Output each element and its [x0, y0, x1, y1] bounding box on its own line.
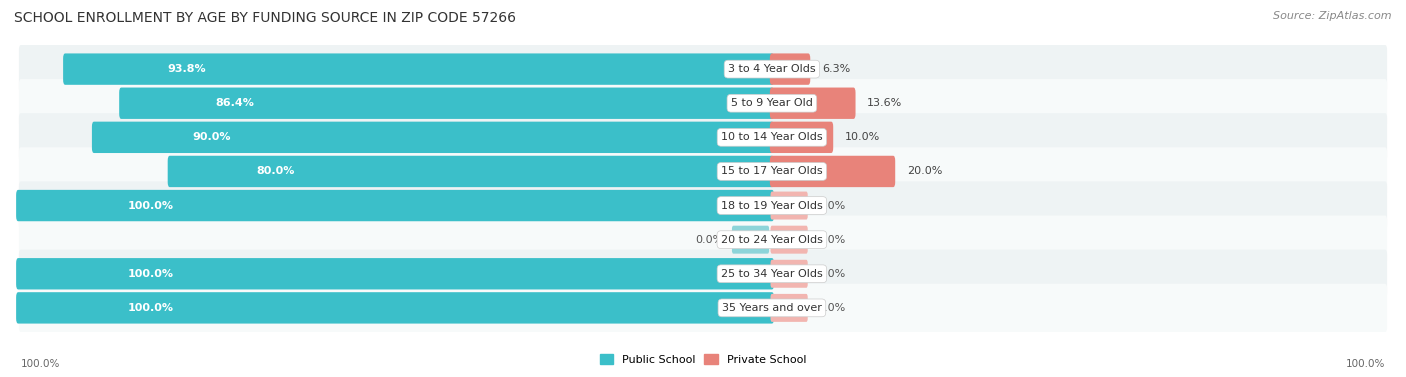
Text: 6.3%: 6.3%	[823, 64, 851, 74]
Text: 35 Years and over: 35 Years and over	[721, 303, 823, 313]
Text: 20.0%: 20.0%	[907, 166, 942, 176]
Text: 0.0%: 0.0%	[817, 303, 845, 313]
Text: 13.6%: 13.6%	[868, 98, 903, 108]
Text: 0.0%: 0.0%	[817, 234, 845, 245]
Legend: Public School, Private School: Public School, Private School	[595, 350, 811, 369]
Text: 90.0%: 90.0%	[193, 132, 231, 143]
Text: 0.0%: 0.0%	[696, 234, 724, 245]
Text: 100.0%: 100.0%	[128, 269, 174, 279]
FancyBboxPatch shape	[770, 156, 896, 187]
Text: 86.4%: 86.4%	[215, 98, 254, 108]
Text: 100.0%: 100.0%	[128, 303, 174, 313]
FancyBboxPatch shape	[91, 122, 773, 153]
FancyBboxPatch shape	[733, 226, 769, 254]
Text: 3 to 4 Year Olds: 3 to 4 Year Olds	[728, 64, 815, 74]
Text: 25 to 34 Year Olds: 25 to 34 Year Olds	[721, 269, 823, 279]
FancyBboxPatch shape	[120, 87, 773, 119]
Text: 100.0%: 100.0%	[21, 359, 60, 369]
FancyBboxPatch shape	[18, 250, 1388, 298]
FancyBboxPatch shape	[15, 190, 773, 221]
Text: 0.0%: 0.0%	[817, 201, 845, 211]
FancyBboxPatch shape	[770, 54, 810, 85]
Text: 18 to 19 Year Olds: 18 to 19 Year Olds	[721, 201, 823, 211]
Text: SCHOOL ENROLLMENT BY AGE BY FUNDING SOURCE IN ZIP CODE 57266: SCHOOL ENROLLMENT BY AGE BY FUNDING SOUR…	[14, 11, 516, 25]
FancyBboxPatch shape	[63, 54, 773, 85]
Text: 10 to 14 Year Olds: 10 to 14 Year Olds	[721, 132, 823, 143]
FancyBboxPatch shape	[770, 122, 834, 153]
Text: Source: ZipAtlas.com: Source: ZipAtlas.com	[1274, 11, 1392, 21]
Text: 5 to 9 Year Old: 5 to 9 Year Old	[731, 98, 813, 108]
FancyBboxPatch shape	[770, 192, 807, 219]
FancyBboxPatch shape	[18, 79, 1388, 127]
Text: 20 to 24 Year Olds: 20 to 24 Year Olds	[721, 234, 823, 245]
Text: 100.0%: 100.0%	[128, 201, 174, 211]
FancyBboxPatch shape	[18, 113, 1388, 161]
FancyBboxPatch shape	[770, 260, 807, 288]
Text: 10.0%: 10.0%	[845, 132, 880, 143]
Text: 15 to 17 Year Olds: 15 to 17 Year Olds	[721, 166, 823, 176]
FancyBboxPatch shape	[15, 292, 773, 323]
Text: 80.0%: 80.0%	[256, 166, 295, 176]
FancyBboxPatch shape	[167, 156, 773, 187]
Text: 93.8%: 93.8%	[167, 64, 207, 74]
FancyBboxPatch shape	[18, 181, 1388, 230]
Text: 0.0%: 0.0%	[817, 269, 845, 279]
FancyBboxPatch shape	[770, 294, 807, 322]
FancyBboxPatch shape	[770, 226, 807, 254]
FancyBboxPatch shape	[18, 216, 1388, 264]
FancyBboxPatch shape	[18, 45, 1388, 93]
FancyBboxPatch shape	[770, 87, 855, 119]
FancyBboxPatch shape	[18, 284, 1388, 332]
FancyBboxPatch shape	[18, 147, 1388, 196]
FancyBboxPatch shape	[15, 258, 773, 290]
Text: 100.0%: 100.0%	[1346, 359, 1385, 369]
